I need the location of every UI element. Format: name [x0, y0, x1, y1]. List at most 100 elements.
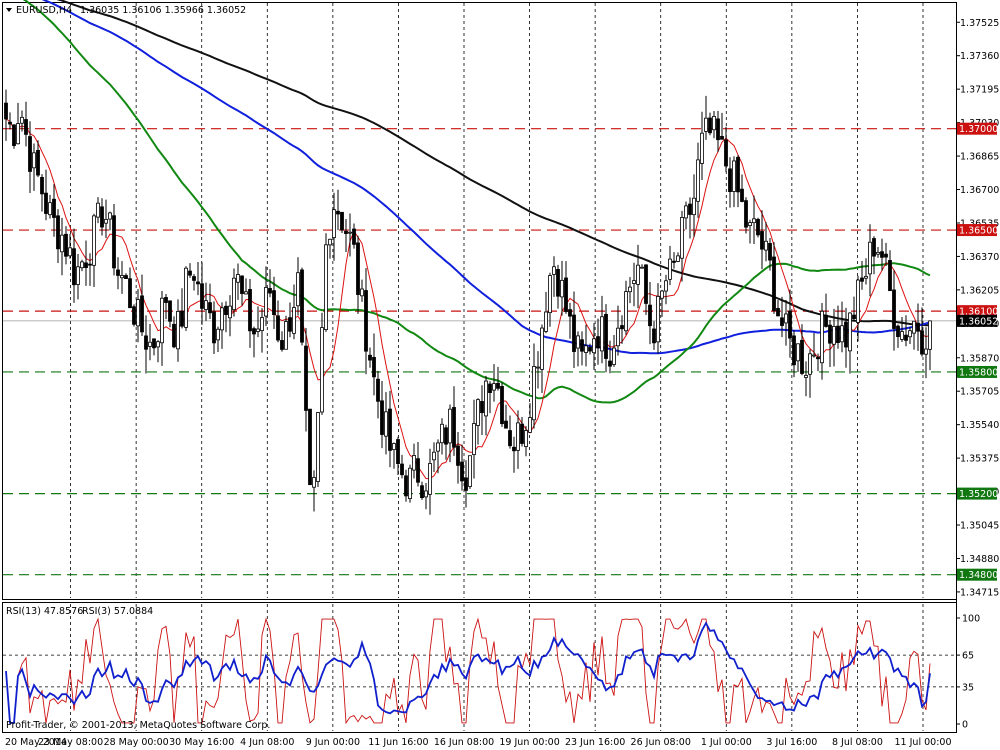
candle-body — [640, 266, 644, 269]
candle-body — [752, 218, 756, 224]
candle-body — [372, 357, 376, 378]
candle-body — [272, 290, 276, 315]
candle-body — [792, 335, 796, 366]
candle-body — [388, 408, 392, 451]
candle-body — [220, 307, 224, 331]
candle-body — [524, 430, 528, 447]
candle-body — [56, 215, 60, 250]
candle-body — [556, 269, 560, 297]
level-tag-label: 1.35800 — [959, 367, 998, 378]
candle-body — [768, 243, 772, 261]
candle-body — [256, 328, 260, 332]
candle-body — [904, 334, 908, 341]
candle-body — [68, 247, 72, 257]
candle-body — [644, 264, 648, 304]
candle-body — [796, 343, 800, 362]
price-panel-frame — [2, 2, 957, 600]
candle-body — [544, 311, 548, 332]
copyright-label: Profit-Trader, © 2001-2013, MetaQuotes S… — [6, 720, 270, 731]
candle-body — [140, 295, 144, 333]
candle-body — [436, 442, 440, 452]
rsi-tick-label: 35 — [962, 682, 974, 693]
candle-body — [264, 287, 268, 317]
candle-body — [332, 209, 336, 239]
candle-body — [492, 383, 496, 391]
candle-body — [96, 202, 100, 218]
price-tick-label: 1.34715 — [960, 587, 999, 598]
candle-body — [92, 215, 96, 266]
candle-body — [916, 322, 920, 332]
candle-body — [604, 313, 608, 359]
time-tick-label: 4 Jun 08:00 — [240, 737, 294, 748]
candle-body — [132, 306, 136, 325]
candle-body — [480, 401, 484, 414]
candle-body — [548, 275, 552, 314]
candle-body — [828, 324, 832, 344]
candle-body — [460, 461, 464, 482]
candle-body — [328, 238, 332, 246]
candle-body — [152, 338, 156, 349]
rsi-axis: 100 65 35 0 — [956, 614, 980, 731]
level-tag-label: 1.34800 — [959, 570, 998, 581]
candle-body — [316, 412, 320, 482]
candle-body — [612, 347, 616, 365]
candle-body — [504, 420, 508, 429]
candle-body — [560, 279, 564, 298]
candle-body — [112, 215, 116, 269]
candle-body — [20, 116, 24, 124]
moving-averages — [5, 0, 931, 480]
candle-body — [880, 251, 884, 258]
candle-body — [888, 260, 892, 292]
candle-body — [144, 335, 148, 350]
candle-body — [420, 485, 424, 499]
candle-body — [568, 309, 572, 317]
candle-body — [912, 320, 916, 334]
candle-body — [628, 286, 632, 293]
candle-body — [908, 330, 912, 338]
candle-body — [240, 275, 244, 294]
candle-body — [536, 366, 540, 369]
time-tick-label: 3 Jul 16:00 — [766, 737, 817, 748]
rsi3-label: RSI(3) 57.0884 — [82, 606, 153, 617]
candle-body — [660, 290, 664, 299]
candle-body — [540, 327, 544, 370]
level-tag — [957, 305, 997, 318]
candle-body — [128, 278, 132, 309]
candle-body — [652, 328, 656, 344]
price-tick-label: 1.35870 — [960, 353, 999, 364]
candle-body — [532, 366, 536, 421]
time-tick-label: 30 May 16:00 — [169, 737, 234, 748]
price-tick-label: 1.34880 — [960, 554, 999, 565]
candle-body — [356, 242, 360, 295]
candle-body — [40, 177, 44, 195]
time-tick-label: 26 Jun 08:00 — [631, 737, 691, 748]
candle-body — [28, 136, 32, 172]
collapse-triangle-icon[interactable] — [6, 8, 12, 12]
candle-body — [260, 317, 264, 332]
rsi-tick-label: 65 — [962, 651, 974, 662]
candle-body — [464, 477, 468, 491]
level-tag — [957, 365, 997, 378]
candle-body — [440, 423, 444, 444]
candle-body — [704, 117, 708, 132]
candle-body — [572, 314, 576, 352]
candle-body — [204, 300, 208, 310]
candle-body — [368, 354, 372, 361]
candle-body — [780, 317, 784, 326]
candle-body — [228, 305, 232, 319]
candle-body — [928, 320, 932, 350]
candle-body — [308, 408, 312, 486]
candle-body — [12, 124, 16, 146]
candle-body — [600, 316, 604, 352]
candle-body — [164, 297, 168, 303]
ma-black-line — [56, 0, 930, 327]
candle-body — [776, 308, 780, 317]
candle-body — [108, 212, 112, 220]
time-tick-label: 9 Jun 00:00 — [306, 737, 360, 748]
candle-body — [292, 307, 296, 334]
candle-body — [44, 192, 48, 214]
candle-body — [196, 281, 200, 285]
